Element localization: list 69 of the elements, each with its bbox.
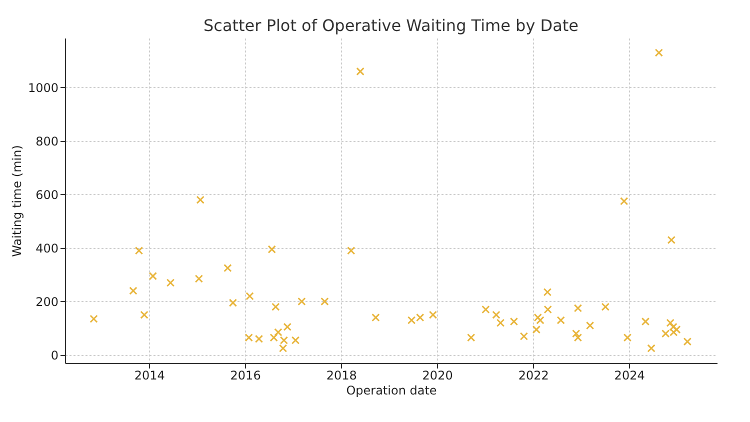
point (356, 67, 364, 76)
point (228, 298, 238, 307)
point (166, 278, 175, 287)
y-tick-label: 600 (36, 188, 58, 202)
point (482, 305, 490, 314)
point (623, 333, 632, 342)
point (520, 332, 528, 340)
point (254, 334, 264, 344)
y-tick-label: 1000 (28, 80, 58, 95)
point (683, 337, 692, 346)
point (574, 304, 582, 312)
point (647, 344, 656, 352)
x-tick-label: 2014 (134, 368, 165, 382)
point (601, 302, 610, 311)
point (268, 245, 276, 254)
point (536, 316, 544, 324)
point (140, 310, 148, 319)
y-axis-title: Waiting time (min) (10, 145, 24, 257)
point (224, 264, 232, 272)
point (544, 305, 552, 314)
point (666, 318, 674, 327)
point (543, 288, 552, 296)
x-tick-label: 2020 (422, 368, 453, 382)
point (272, 302, 280, 311)
point (672, 325, 681, 334)
point (270, 333, 278, 342)
point (196, 196, 204, 204)
x-tick-label: 2018 (326, 368, 357, 382)
point (347, 246, 356, 255)
point (244, 333, 253, 342)
point (510, 317, 518, 326)
point (428, 310, 438, 319)
x-axis-title: Operation date (346, 384, 437, 398)
point (620, 197, 628, 206)
point (572, 329, 580, 338)
y-tick-label: 400 (36, 241, 58, 256)
point (556, 316, 565, 324)
point (532, 325, 541, 334)
point (662, 329, 670, 338)
point (291, 336, 300, 344)
point (134, 246, 144, 255)
y-tick-label: 200 (36, 294, 58, 309)
point (129, 286, 138, 295)
point (298, 297, 306, 306)
point (534, 313, 542, 322)
point (194, 274, 204, 283)
point (574, 333, 582, 342)
chart-title: Scatter Plot of Operative Waiting Time by Date (204, 16, 578, 35)
point (586, 321, 594, 330)
point (246, 292, 254, 300)
point (416, 313, 424, 322)
y-tick-label: 0 (50, 348, 58, 362)
y-tick-label: 800 (36, 134, 58, 148)
x-tick-label: 2016 (230, 368, 261, 382)
point (148, 272, 158, 280)
point (492, 310, 500, 319)
point (654, 48, 664, 57)
point (372, 313, 380, 322)
point (407, 316, 416, 324)
point (496, 318, 505, 327)
point (320, 297, 329, 306)
x-tick-label: 2022 (518, 368, 549, 382)
point (667, 236, 676, 244)
point (641, 317, 650, 326)
point (283, 322, 292, 331)
point (467, 333, 476, 342)
point (274, 328, 282, 336)
x-tick-label: 2024 (614, 368, 645, 382)
point (90, 314, 98, 323)
